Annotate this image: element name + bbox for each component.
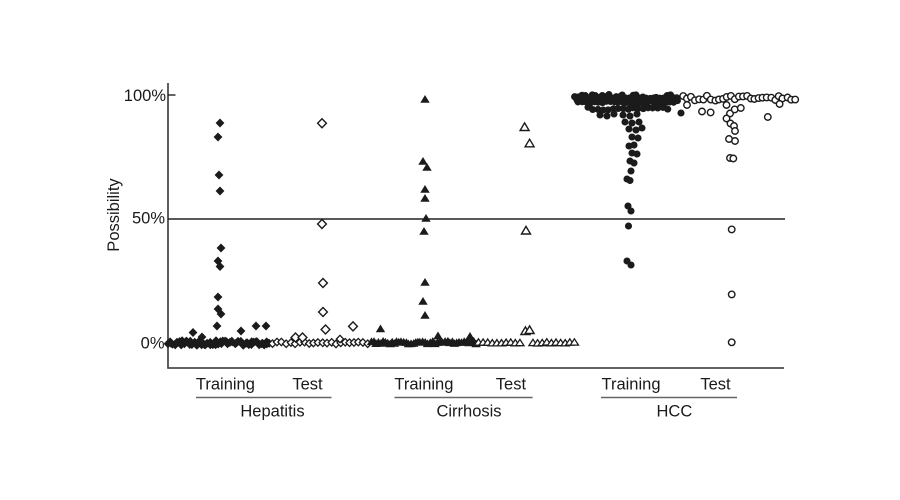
svg-text:100%: 100%	[124, 87, 167, 105]
svg-text:Training: Training	[196, 376, 255, 394]
svg-text:Test: Test	[496, 376, 527, 394]
svg-text:HCC: HCC	[657, 403, 693, 421]
svg-text:Training: Training	[602, 376, 661, 394]
svg-text:Cirrhosis: Cirrhosis	[436, 403, 501, 421]
svg-text:Possibility: Possibility	[105, 178, 123, 252]
svg-text:0%: 0%	[141, 335, 165, 353]
svg-text:Test: Test	[700, 376, 731, 394]
svg-text:Test: Test	[292, 376, 323, 394]
svg-text:50%: 50%	[132, 210, 165, 228]
svg-text:Hepatitis: Hepatitis	[240, 403, 304, 421]
svg-text:Training: Training	[394, 376, 453, 394]
